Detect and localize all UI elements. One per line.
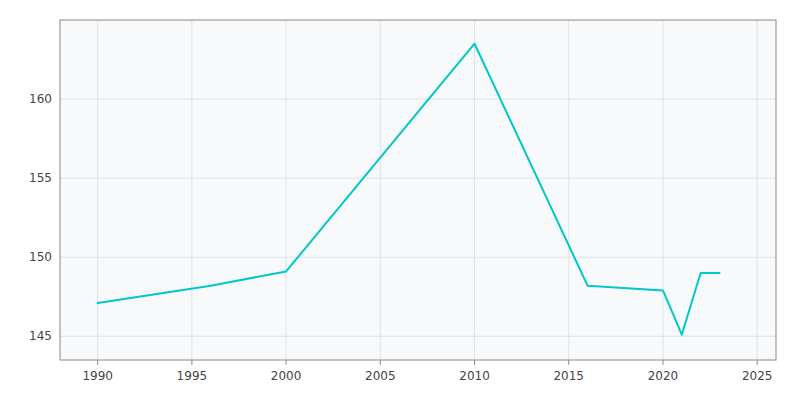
x-tick-mark xyxy=(286,360,287,365)
x-grid-line xyxy=(191,20,192,360)
x-grid-line xyxy=(568,20,569,360)
x-tick-label: 2025 xyxy=(742,369,773,383)
x-tick-label: 2010 xyxy=(459,369,490,383)
x-grid-line xyxy=(97,20,98,360)
y-tick-label: 160 xyxy=(29,92,52,106)
x-grid-line xyxy=(286,20,287,360)
y-grid-line xyxy=(60,99,776,100)
x-tick-mark xyxy=(380,360,381,365)
x-grid-line xyxy=(662,20,663,360)
series-group xyxy=(98,44,720,335)
chart-svg: 145 150 155 160 1990 1995 2000 2005 2010 2015 2020… xyxy=(0,0,800,400)
y-grid-line xyxy=(60,336,776,337)
x-tick-label: 2020 xyxy=(648,369,679,383)
y-tick-label: 155 xyxy=(29,171,52,185)
x-tick-mark xyxy=(191,360,192,365)
x-grid-line xyxy=(474,20,475,360)
x-grid-line xyxy=(757,20,758,360)
x-tick-label: 1995 xyxy=(177,369,208,383)
y-grid-line xyxy=(60,178,776,179)
plot-frame xyxy=(60,20,776,360)
x-tick-label: 2000 xyxy=(271,369,302,383)
x-grid-line xyxy=(380,20,381,360)
y-tick-label: 150 xyxy=(29,250,52,264)
x-tick-mark xyxy=(568,360,569,365)
x-tick-mark xyxy=(474,360,475,365)
axes: 145 150 155 160 1990 1995 2000 2005 2010 2015 2020… xyxy=(29,92,772,383)
x-tick-label: 2015 xyxy=(553,369,584,383)
plot-background xyxy=(60,20,776,360)
y-grid-line xyxy=(60,257,776,258)
x-tick-mark xyxy=(757,360,758,365)
chart-container: 145 150 155 160 1990 1995 2000 2005 2010 2015 2020… xyxy=(0,0,800,400)
x-tick-label: 2005 xyxy=(365,369,396,383)
x-tick-mark xyxy=(97,360,98,365)
grid xyxy=(60,20,776,360)
data-line xyxy=(98,44,720,335)
y-tick-label: 145 xyxy=(29,329,52,343)
x-tick-mark xyxy=(662,360,663,365)
x-tick-label: 1990 xyxy=(82,369,113,383)
